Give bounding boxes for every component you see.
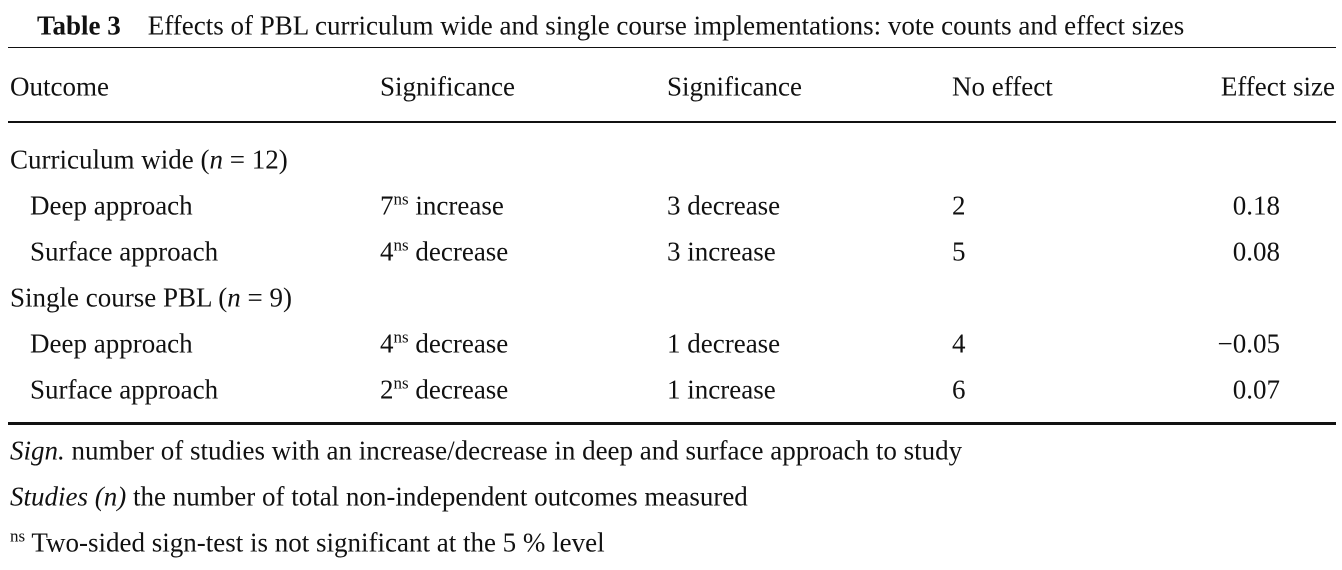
group-label: Single course PBL (n = 9) (10, 282, 292, 313)
table-cell: 1 increase (667, 374, 776, 405)
text-segment: increase (408, 190, 504, 221)
text-segment: 2 (380, 374, 394, 405)
text-segment: = 9) (240, 282, 292, 313)
text-segment: Studies (n) (10, 481, 127, 512)
table-cell: 1 decrease (667, 328, 781, 359)
text-segment: 4 (380, 236, 394, 267)
column-header: Effect size (1220, 71, 1335, 102)
table-cell: Surface approach (30, 236, 219, 267)
group-label: Curriculum wide (n = 12) (10, 144, 288, 175)
table-label: Table 3 (37, 10, 121, 41)
table-cell: Surface approach (30, 374, 219, 405)
text-segment: 3 decrease (667, 190, 781, 221)
table-cell: 0.18 (1232, 190, 1280, 221)
text-segment: Sign. (10, 435, 65, 466)
text-segment: the number of total non-independent outc… (126, 481, 748, 512)
footnote: Sign. number of studies with an increase… (10, 435, 963, 466)
text-segment: Deep approach (30, 190, 193, 221)
text-segment: ns (393, 235, 409, 255)
table-cell: 3 decrease (667, 190, 781, 221)
text-segment: Surface approach (30, 236, 219, 267)
text-segment: decrease (408, 328, 509, 359)
table-cell: 6 (952, 374, 966, 405)
text-segment: 0.07 (1232, 374, 1280, 405)
text-segment: = 12) (222, 144, 288, 175)
table-cell: 4ns decrease (380, 327, 509, 359)
text-segment: decrease (408, 236, 509, 267)
column-header: No effect (952, 71, 1053, 102)
text-segment: 7 (380, 190, 394, 221)
table-cell: 2ns decrease (380, 373, 509, 405)
text-segment: number of studies with an increase/decre… (64, 435, 963, 466)
header-rule (8, 121, 1336, 123)
table-cell: 2 (952, 190, 966, 221)
text-segment: Deep approach (30, 328, 193, 359)
footnote: Studies (n) the number of total non-inde… (10, 481, 748, 512)
text-segment: ns (10, 526, 26, 546)
table-cell: 4 (952, 328, 966, 359)
text-segment: n (209, 144, 223, 175)
text-segment: 5 (952, 236, 966, 267)
text-segment: Curriculum wide ( (10, 144, 210, 175)
table-cell: 3 increase (667, 236, 776, 267)
table-title: Table 3 Effects of PBL curriculum wide a… (10, 0, 1184, 67)
table-cell: 4ns decrease (380, 235, 509, 267)
table-cell: 5 (952, 236, 966, 267)
text-segment: −0.05 (1217, 328, 1280, 359)
table-cell: 0.08 (1232, 236, 1280, 267)
text-segment: ns (393, 189, 409, 209)
text-segment: Two-sided sign-test is not significant a… (25, 527, 605, 558)
text-segment: Single course PBL ( (10, 282, 228, 313)
text-segment: ns (393, 327, 409, 347)
text-segment: 4 (952, 328, 966, 359)
text-segment: 0.18 (1232, 190, 1280, 221)
table-cell: 7ns increase (380, 189, 504, 221)
table-cell: Deep approach (30, 328, 193, 359)
table-cell: −0.05 (1217, 328, 1280, 359)
table-cell: 0.07 (1232, 374, 1280, 405)
text-segment: ns (393, 373, 409, 393)
text-segment: 3 increase (667, 236, 776, 267)
title-text: Effects of PBL curriculum wide and singl… (147, 10, 1185, 41)
column-header: Significance (667, 71, 802, 102)
text-segment: 1 decrease (667, 328, 781, 359)
text-segment: 6 (952, 374, 966, 405)
text-segment: Surface approach (30, 374, 219, 405)
column-header: Significance (380, 71, 515, 102)
text-segment: n (227, 282, 241, 313)
text-segment: 2 (952, 190, 966, 221)
text-segment: 1 increase (667, 374, 776, 405)
text-segment: decrease (408, 374, 509, 405)
table-cell: Deep approach (30, 190, 193, 221)
footnote: ns Two-sided sign-test is not significan… (10, 526, 605, 558)
text-segment: 0.08 (1232, 236, 1280, 267)
text-segment: 4 (380, 328, 394, 359)
top-rule (8, 47, 1336, 48)
bottom-rule (8, 422, 1336, 425)
column-header: Outcome (10, 71, 109, 102)
